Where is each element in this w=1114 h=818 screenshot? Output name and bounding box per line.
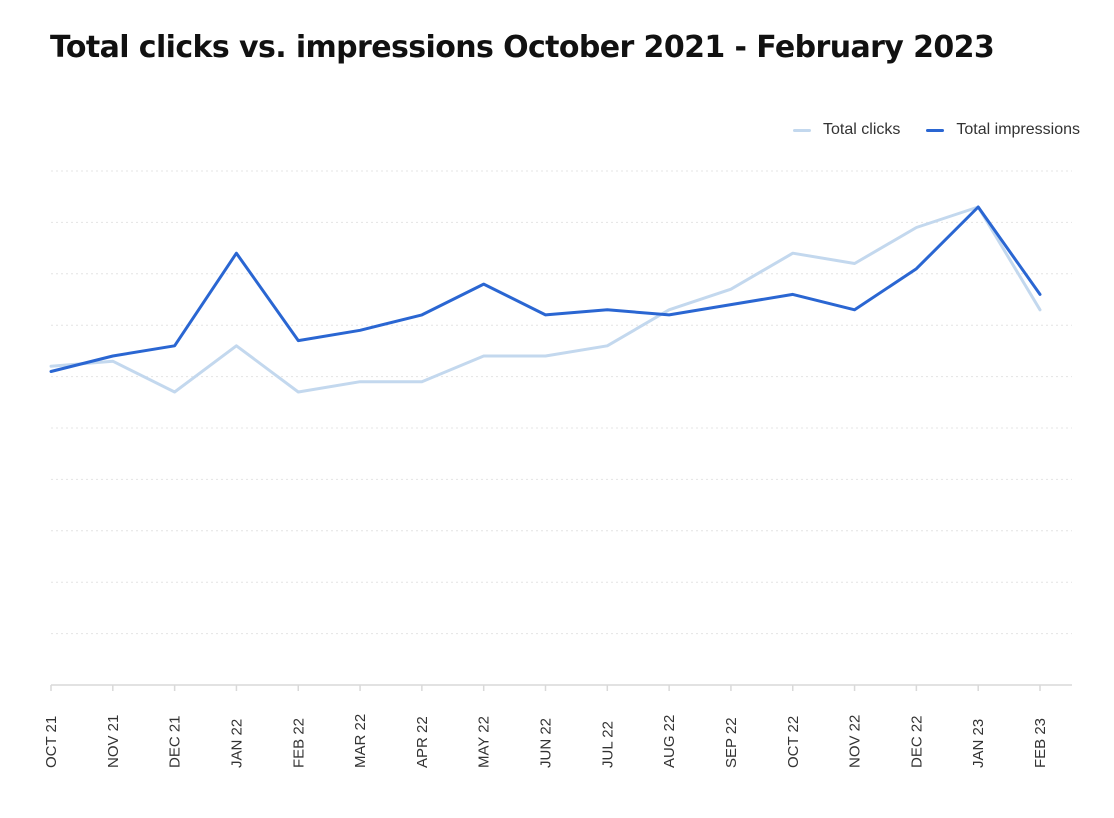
chart-title: Total clicks vs. impressions October 202…	[50, 30, 995, 65]
data-point-total-clicks[interactable]	[172, 389, 178, 395]
x-tick-label: AUG 22	[661, 715, 678, 768]
x-tick-label: JUN 22	[538, 718, 555, 768]
x-tick-label: OCT 21	[43, 716, 60, 768]
x-tick-label: NOV 21	[105, 715, 122, 768]
gridlines	[51, 170, 1072, 635]
data-point-total-clicks[interactable]	[419, 379, 425, 385]
data-point-total-impressions[interactable]	[110, 353, 116, 359]
x-tick-label: DEC 22	[908, 715, 925, 768]
data-point-total-impressions[interactable]	[172, 343, 178, 349]
data-point-total-clicks[interactable]	[790, 250, 796, 256]
legend-item-total-impressions[interactable]: Total impressions	[926, 121, 1080, 139]
data-point-total-clicks[interactable]	[666, 307, 672, 313]
data-point-total-impressions[interactable]	[48, 368, 54, 374]
x-tick-label: OCT 22	[785, 716, 802, 768]
data-point-total-clicks[interactable]	[728, 286, 734, 292]
x-tick-label: FEB 23	[1032, 718, 1049, 768]
data-point-total-clicks[interactable]	[481, 353, 487, 359]
series-line-total-clicks	[49, 205, 1042, 394]
x-tick-label: JUL 22	[599, 721, 616, 768]
data-point-total-impressions[interactable]	[543, 312, 549, 318]
x-tick-label: MAY 22	[476, 716, 493, 768]
data-point-total-clicks[interactable]	[295, 389, 301, 395]
data-point-total-clicks[interactable]	[604, 343, 610, 349]
x-tick-label: DEC 21	[167, 715, 184, 768]
data-point-total-impressions[interactable]	[481, 281, 487, 287]
data-point-total-clicks[interactable]	[543, 353, 549, 359]
x-tick-label: SEP 22	[723, 717, 740, 768]
series-lines	[48, 204, 1043, 395]
data-point-total-impressions[interactable]	[233, 250, 239, 256]
legend-item-total-clicks[interactable]: Total clicks	[793, 121, 900, 139]
x-tick-label: JAN 23	[970, 719, 987, 768]
legend-label-total-impressions: Total impressions	[956, 121, 1080, 138]
x-tick-label: FEB 22	[290, 718, 307, 768]
data-point-total-clicks[interactable]	[1037, 307, 1043, 313]
x-tick-label: APR 22	[414, 716, 431, 768]
chart-legend: Total clicks Total impressions	[767, 121, 1080, 139]
data-point-total-impressions[interactable]	[604, 307, 610, 313]
data-point-total-impressions[interactable]	[1037, 291, 1043, 297]
data-point-total-impressions[interactable]	[790, 291, 796, 297]
x-axis: OCT 21 NOV 21 DEC 21 JAN 22 FEB 22 MAR 22 APR …	[43, 684, 1072, 768]
legend-label-total-clicks: Total clicks	[823, 121, 901, 138]
data-point-total-impressions[interactable]	[852, 307, 858, 313]
data-point-total-clicks[interactable]	[233, 343, 239, 349]
x-tick-label: JAN 22	[228, 719, 245, 768]
series-line-total-impressions	[49, 205, 1042, 373]
data-point-total-impressions[interactable]	[295, 338, 301, 344]
data-point-total-clicks[interactable]	[913, 225, 919, 231]
data-point-total-impressions[interactable]	[666, 312, 672, 318]
data-point-total-clicks[interactable]	[357, 379, 363, 385]
data-point-total-clicks[interactable]	[48, 363, 54, 369]
legend-swatch-total-clicks	[793, 128, 812, 132]
data-point-total-clicks[interactable]	[852, 261, 858, 267]
data-point-total-impressions[interactable]	[975, 204, 981, 210]
data-point-total-impressions[interactable]	[419, 312, 425, 318]
data-point-total-clicks[interactable]	[110, 358, 116, 364]
legend-swatch-total-impressions	[926, 128, 945, 132]
x-tick-label: NOV 22	[847, 715, 864, 768]
data-point-total-impressions[interactable]	[357, 327, 363, 333]
data-point-total-impressions[interactable]	[728, 302, 734, 308]
x-tick-label: MAR 22	[352, 714, 369, 768]
data-point-total-impressions[interactable]	[913, 266, 919, 272]
